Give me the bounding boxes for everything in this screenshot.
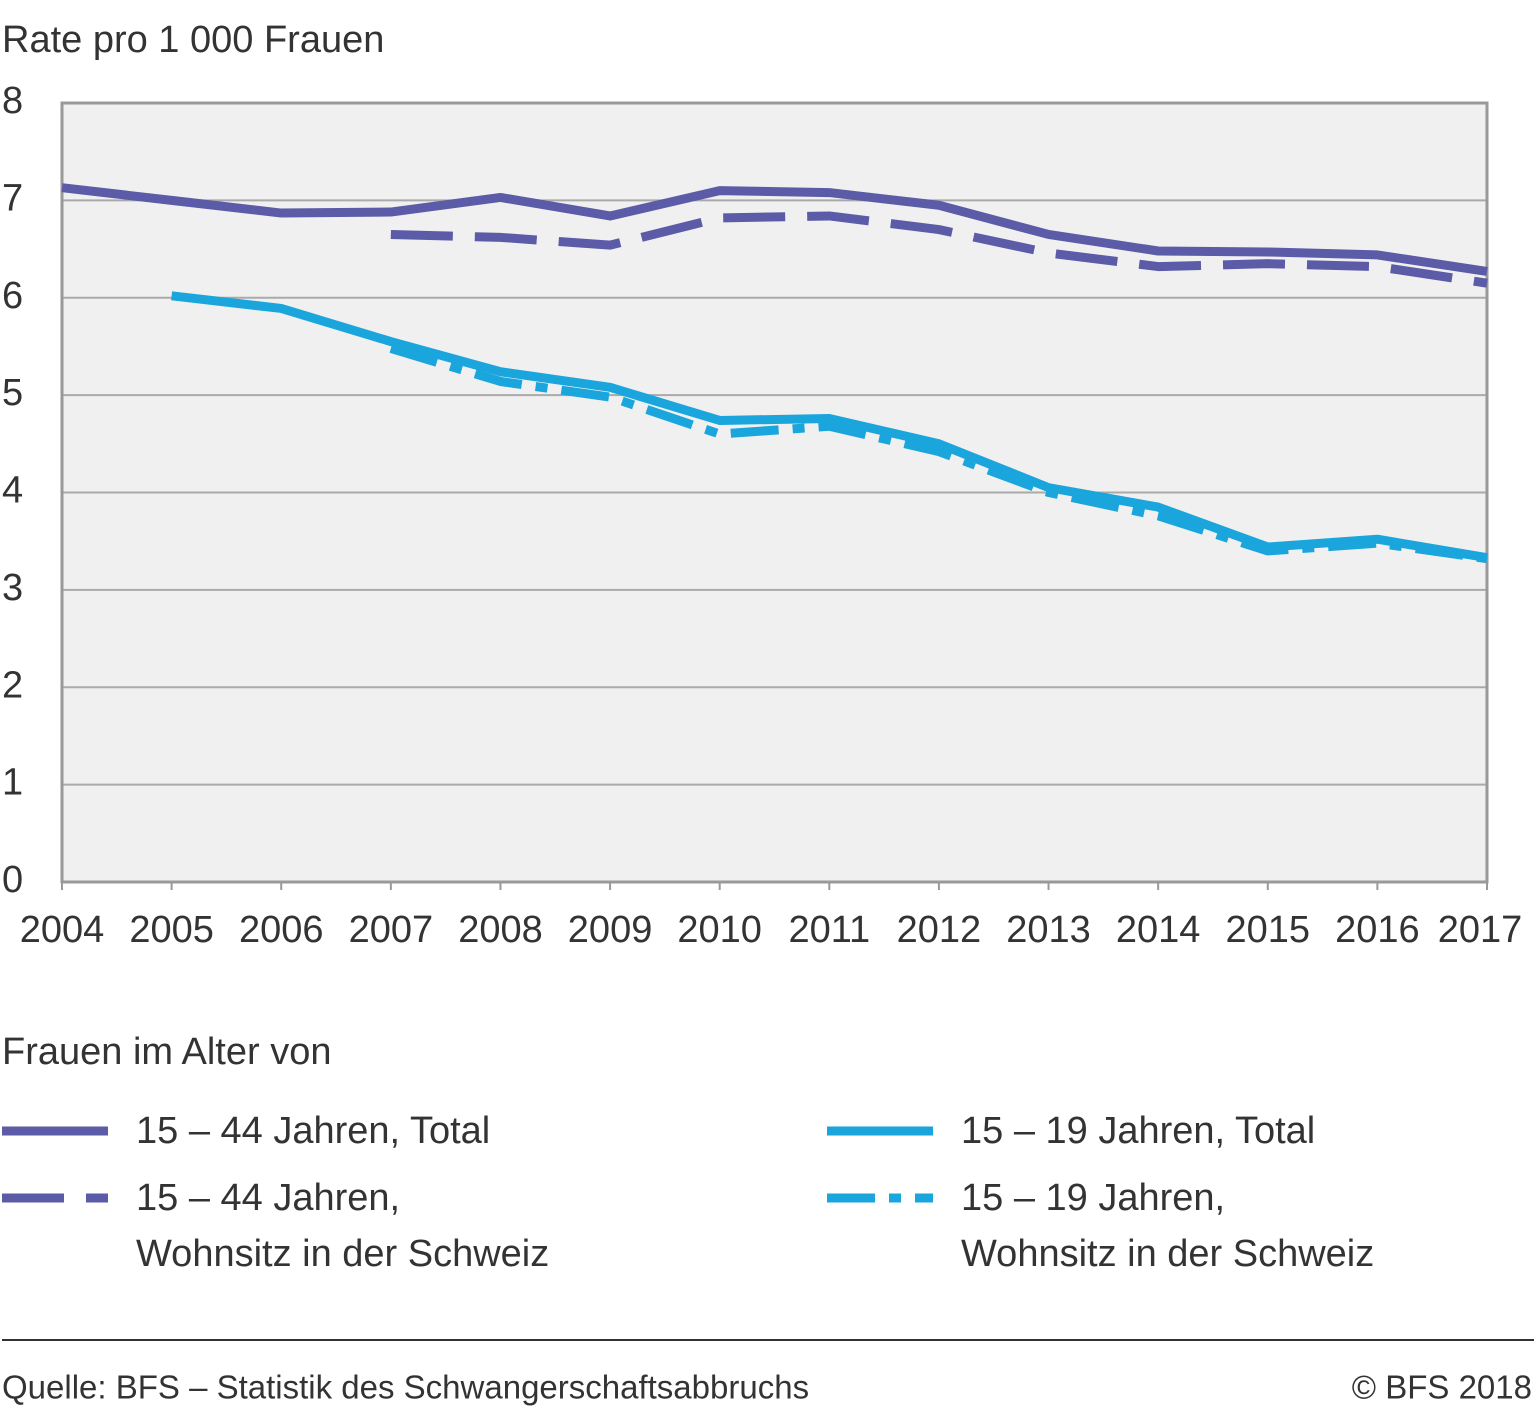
series-line	[390, 211, 1488, 288]
axis-title: Rate pro 1 000 Frauen	[2, 19, 384, 61]
series-line	[389, 344, 1488, 564]
legend-label: 15 – 44 Jahren, Wohnsitz in der Schweiz	[136, 1177, 550, 1275]
y-tick-label: 7	[2, 177, 23, 219]
x-tick-label: 2012	[897, 909, 982, 951]
x-tick-label: 2010	[677, 909, 762, 951]
y-tick-label: 6	[2, 275, 23, 317]
x-tick-label: 2015	[1225, 909, 1310, 951]
x-tick-label: 2005	[129, 909, 214, 951]
y-tick-label: 5	[2, 372, 23, 414]
x-tick-label: 2004	[20, 909, 105, 951]
legend-label: 15 – 44 Jahren, Total	[136, 1110, 491, 1152]
y-tick-label: 8	[2, 80, 23, 122]
y-tick-label: 1	[2, 762, 23, 804]
x-tick-label: 2008	[458, 909, 543, 951]
legend-label: 15 – 19 Jahren, Wohnsitz in der Schweiz	[961, 1177, 1375, 1275]
x-tick-label: 2006	[239, 909, 324, 951]
x-tick-label: 2014	[1116, 909, 1201, 951]
y-tick-label: 3	[2, 567, 23, 609]
source: Quelle: BFS – Statistik des Schwangersch…	[2, 1369, 809, 1406]
y-tick-label: 0	[2, 859, 23, 901]
x-tick-label: 2007	[349, 909, 434, 951]
y-tick-label: 2	[2, 664, 23, 706]
x-tick-label: 2013	[1006, 909, 1091, 951]
legend-title: Frauen im Alter von	[2, 1031, 331, 1073]
x-tick-label: 2017	[1438, 909, 1523, 951]
legend-label: 15 – 19 Jahren, Total	[961, 1110, 1316, 1152]
x-tick-label: 2011	[788, 909, 870, 951]
copyright: © BFS 2018	[1352, 1369, 1532, 1406]
x-tick-label: 2009	[568, 909, 653, 951]
y-tick-label: 4	[2, 470, 23, 512]
plot-border	[60, 101, 1489, 884]
series-line	[61, 183, 1488, 276]
x-tick-label: 2016	[1335, 909, 1420, 951]
